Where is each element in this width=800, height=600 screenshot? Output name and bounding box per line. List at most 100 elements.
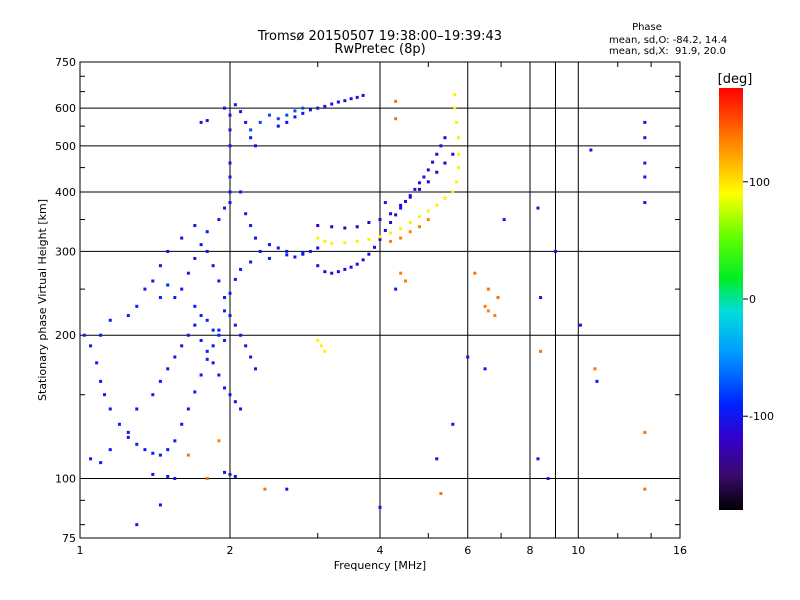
scatter-point — [323, 349, 327, 353]
scatter-point — [399, 206, 403, 210]
scatter-point — [355, 95, 359, 99]
scatter-point — [223, 338, 227, 342]
scatter-point — [316, 236, 320, 240]
scatter-point — [308, 108, 312, 112]
scatter-point — [228, 128, 232, 132]
scatter-point — [217, 439, 221, 443]
scatter-point — [193, 390, 197, 394]
scatter-point — [151, 393, 155, 397]
scatter-point — [539, 349, 543, 353]
x-tick-label: 6 — [464, 544, 471, 557]
x-tick-label: 1 — [77, 544, 84, 557]
scatter-point — [205, 349, 209, 353]
scatter-point — [223, 106, 227, 110]
scatter-point — [151, 279, 155, 283]
scatter-point — [330, 271, 334, 275]
scatter-point — [389, 239, 393, 243]
scatter-point — [244, 344, 248, 348]
scatter-point — [258, 249, 262, 253]
scatter-point — [82, 333, 86, 337]
scatter-point — [426, 180, 430, 184]
scatter-point — [228, 291, 232, 295]
scatter-point — [394, 117, 398, 121]
scatter-point — [205, 357, 209, 361]
scatter-point — [249, 136, 253, 140]
scatter-point — [180, 422, 184, 426]
scatter-point — [223, 386, 227, 390]
scatter-point — [413, 187, 417, 191]
scatter-point — [267, 243, 271, 247]
scatter-point — [373, 245, 377, 249]
scatter-point — [151, 451, 155, 455]
scatter-point — [394, 213, 398, 217]
scatter-point — [293, 255, 297, 259]
scatter-point — [293, 109, 297, 113]
scatter-point — [546, 477, 550, 481]
scatter-point — [336, 270, 340, 274]
scatter-point — [408, 194, 412, 198]
scatter-point — [166, 448, 170, 452]
scatter-point — [417, 215, 421, 219]
scatter-point — [439, 144, 443, 148]
scatter-point — [451, 190, 455, 194]
scatter-point — [553, 249, 557, 253]
scatter-point — [316, 224, 320, 228]
scatter-point — [228, 175, 232, 179]
x-axis-ticks: 1 2 4 6 8 10 16 — [77, 62, 687, 557]
scatter-point — [186, 333, 190, 337]
scatter-point — [211, 344, 215, 348]
scatter-point — [151, 472, 155, 476]
y-tick-label: 500 — [55, 140, 76, 153]
scatter-point — [394, 99, 398, 103]
scatter-point — [408, 221, 412, 225]
scatter-point — [308, 249, 312, 253]
scatter-point — [426, 168, 430, 172]
scatter-point — [285, 253, 289, 257]
scatter-point — [135, 523, 139, 527]
scatter-point — [217, 279, 221, 283]
scatter-point — [239, 267, 243, 271]
scatter-point — [173, 477, 177, 481]
scatter-point — [367, 252, 371, 256]
scatter-point — [323, 239, 327, 243]
scatter-point — [276, 124, 280, 128]
scatter-point — [643, 487, 647, 491]
chart-title: Tromsø 20150507 19:38:00–19:39:43 — [257, 29, 502, 44]
scatter-point — [330, 102, 334, 106]
plot-frame — [79, 61, 681, 539]
scatter-point — [244, 120, 248, 124]
scatter-point — [126, 430, 130, 434]
scatter-point — [99, 379, 103, 383]
scatter-point — [89, 457, 93, 461]
scatter-point — [483, 367, 487, 371]
scatter-point — [239, 190, 243, 194]
scatter-point — [173, 355, 177, 359]
y-axis-ticks: 75 100 200 300 400 500 600 750 — [55, 56, 680, 545]
scatter-point — [426, 218, 430, 222]
scatter-point — [276, 117, 280, 121]
scatter-point — [239, 407, 243, 411]
scatter-point — [435, 170, 439, 174]
scatter-point — [193, 323, 197, 327]
scatter-point — [595, 379, 599, 383]
scatter-point — [285, 249, 289, 253]
scatter-point — [316, 264, 320, 268]
scatter-point — [443, 196, 447, 200]
scatter-point — [253, 144, 257, 148]
scatter-point — [249, 260, 253, 264]
scatter-point — [135, 407, 139, 411]
scatter-point — [228, 161, 232, 165]
scatter-point — [158, 453, 162, 457]
scatter-point — [330, 241, 334, 245]
scatter-point — [103, 393, 107, 397]
y-tick-label: 300 — [55, 245, 76, 258]
scatter-point — [439, 492, 443, 496]
scatter-point — [453, 106, 457, 110]
scatter-point — [399, 271, 403, 275]
scatter-point — [443, 136, 447, 140]
scatter-point — [211, 264, 215, 268]
scatter-point — [258, 120, 262, 124]
scatter-point — [211, 361, 215, 365]
scatter-point — [158, 379, 162, 383]
y-tick-label: 75 — [62, 532, 76, 545]
